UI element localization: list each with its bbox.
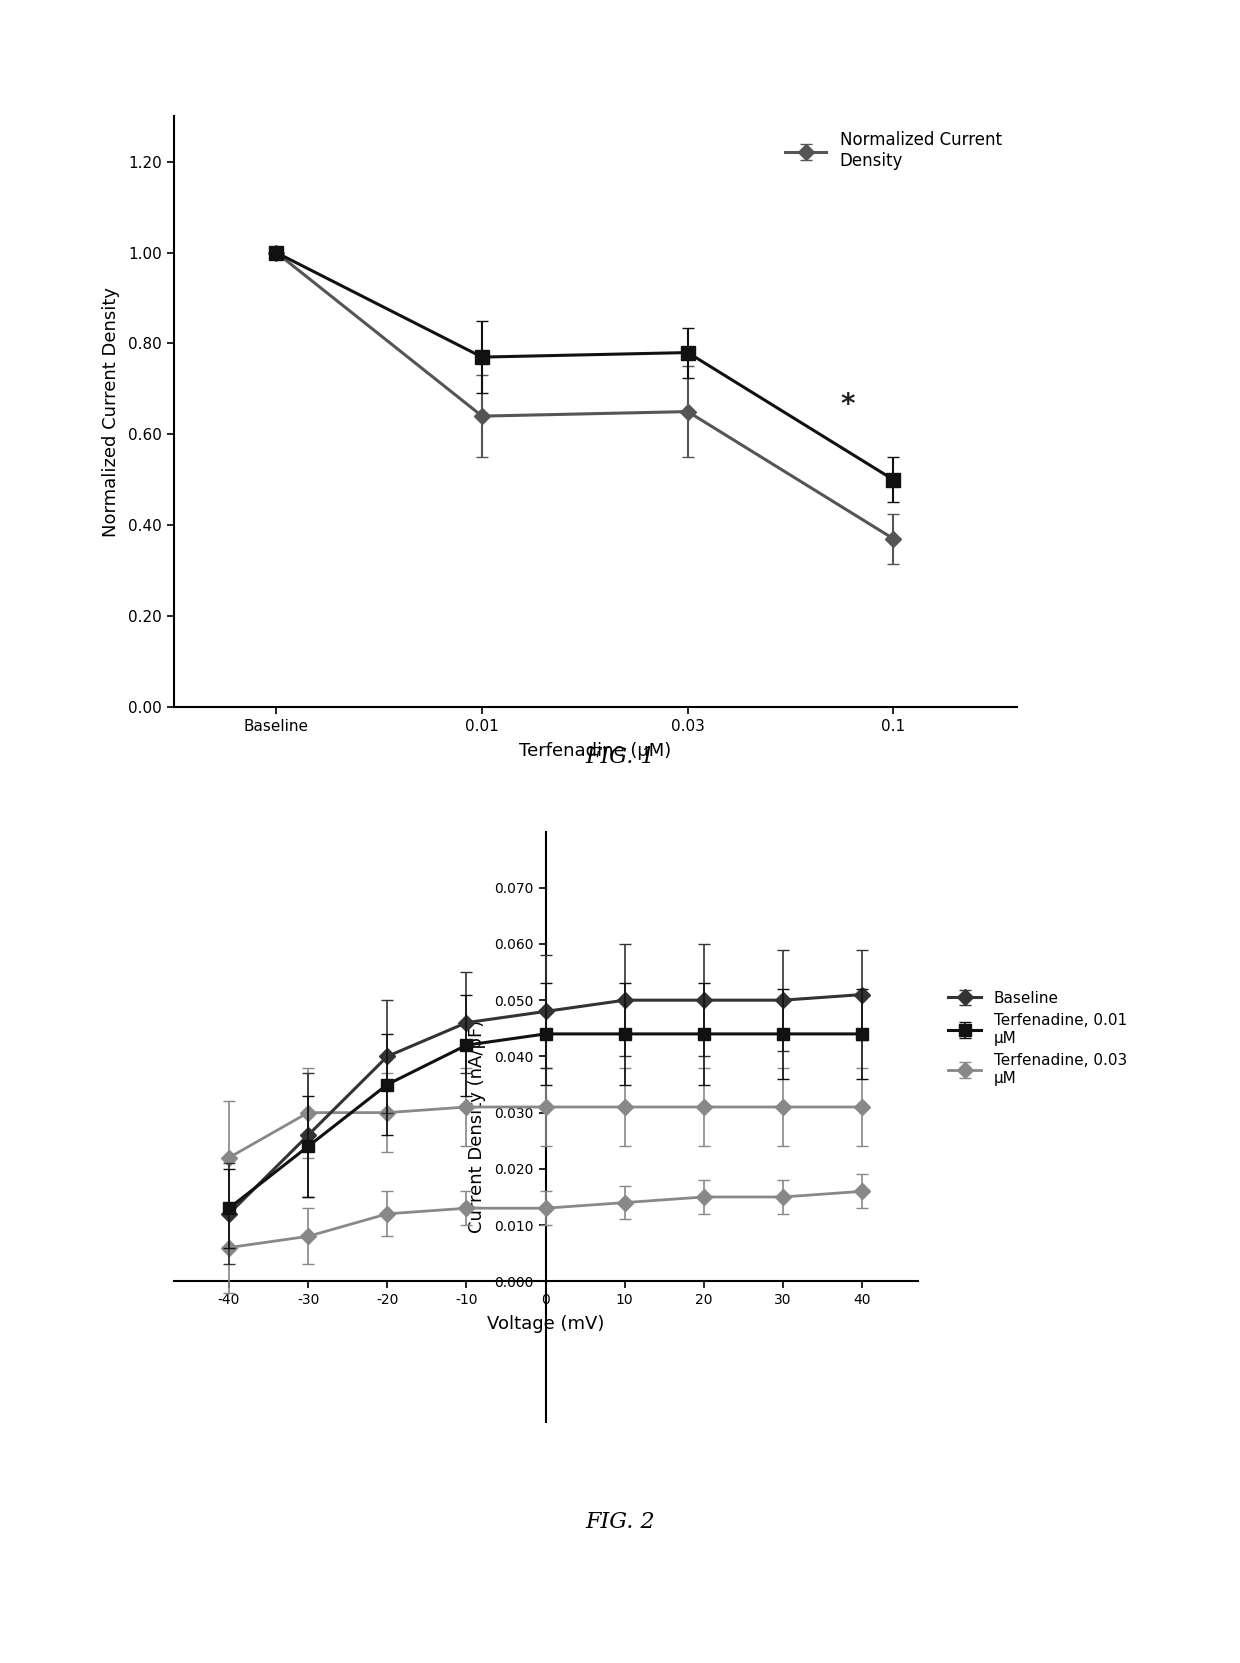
X-axis label: Voltage (mV): Voltage (mV) — [487, 1315, 604, 1334]
Text: FIG. 2: FIG. 2 — [585, 1510, 655, 1533]
Text: *: * — [841, 391, 856, 419]
X-axis label: Terfenadine (μM): Terfenadine (μM) — [520, 742, 671, 760]
Legend: Baseline, Terfenadine, 0.01
μM, Terfenadine, 0.03
μM: Baseline, Terfenadine, 0.01 μM, Terfenad… — [940, 983, 1135, 1093]
Y-axis label: Normalized Current Density: Normalized Current Density — [102, 286, 119, 537]
Y-axis label: Current Density (nA/pF): Current Density (nA/pF) — [467, 1019, 486, 1234]
Text: FIG. 1: FIG. 1 — [585, 745, 655, 768]
Legend: Normalized Current
Density: Normalized Current Density — [779, 125, 1008, 176]
